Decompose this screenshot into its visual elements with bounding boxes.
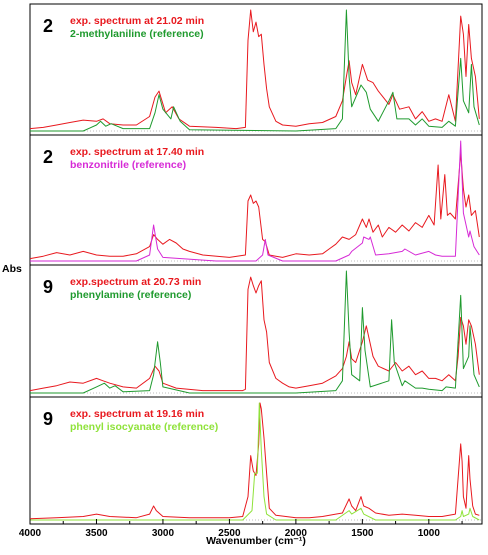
x-tick-label: 3500 [85,528,108,539]
legend-entry: 2-methylaniline (reference) [70,28,204,40]
legend-entry: exp. spectrum at 17.40 min [70,146,204,158]
compound-number: 9 [43,277,53,297]
x-tick-label: 3000 [152,528,175,539]
plot-frame [29,3,483,525]
x-tick-label: 2500 [218,528,241,539]
reference-spectrum-line [30,270,480,394]
reference-spectrum-line [30,140,480,262]
legend-entry: phenyl isocyanate (reference) [70,421,218,433]
experimental-spectrum-line [29,276,480,392]
legend-entry: phenylamine (reference) [70,289,191,301]
legend-entry: exp.spectrum at 20.73 min [70,276,201,288]
experimental-spectrum-line [29,9,480,130]
legend-entry: benzonitrile (reference) [70,159,186,171]
legend-entry: exp. spectrum at 19.16 min [70,408,204,420]
reference-spectrum-line [30,9,480,132]
reference-spectrum-line [30,402,480,521]
y-axis-title: Abs [2,263,22,275]
compound-number: 9 [43,409,53,429]
x-tick-label: 1500 [351,528,374,539]
legend-entry: exp. spectrum at 21.02 min [70,15,204,27]
x-tick-label: 4000 [19,528,42,539]
x-tick-label: 2000 [285,528,308,539]
compound-number: 2 [43,16,53,36]
compound-number: 2 [43,147,53,167]
x-axis-title: Wavenumber (cm⁻¹) [206,535,306,547]
experimental-spectrum-line [29,402,480,520]
experimental-spectrum-line [29,152,480,260]
x-tick-label: 1000 [418,528,441,539]
